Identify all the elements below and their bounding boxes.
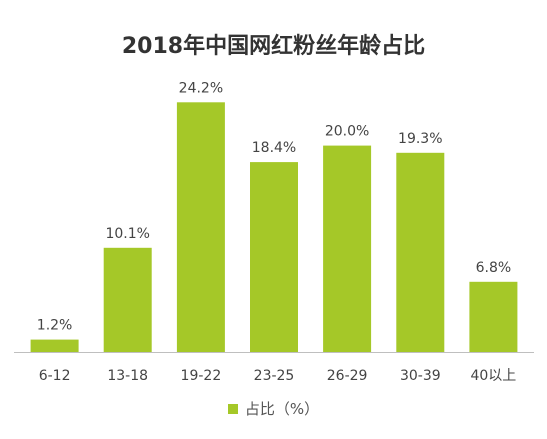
bar-23-25	[250, 162, 298, 352]
legend-label: 占比（%）	[244, 400, 320, 418]
chart-title: 2018年中国网红粉丝年龄占比	[121, 34, 426, 59]
bar-26-29	[323, 145, 372, 352]
bar-30-39	[396, 152, 445, 352]
x-tick-label: 26-29	[327, 368, 368, 384]
legend-swatch	[227, 403, 238, 414]
x-tick-label: 19-22	[181, 368, 222, 384]
legend: 占比（%）	[0, 398, 547, 419]
x-tick-label: 23-25	[254, 368, 295, 384]
bar-13-18	[103, 247, 152, 352]
data-label: 20.0%	[325, 124, 369, 140]
bar-6-12	[30, 339, 79, 352]
x-tick-label: 40以上	[470, 368, 516, 384]
x-tick-label: 6-12	[39, 368, 71, 384]
bar-19-22	[176, 102, 225, 352]
legend-item: 占比（%）	[227, 398, 320, 419]
data-label: 6.8%	[476, 260, 512, 276]
data-label: 18.4%	[252, 140, 296, 156]
x-tick-label: 30-39	[400, 368, 441, 384]
x-tick-label: 13-18	[107, 368, 148, 384]
data-label: 24.2%	[179, 80, 223, 96]
data-label: 10.1%	[105, 226, 149, 242]
data-label: 1.2%	[37, 318, 73, 334]
bar-40以上	[469, 281, 518, 352]
data-label: 19.3%	[398, 131, 442, 147]
